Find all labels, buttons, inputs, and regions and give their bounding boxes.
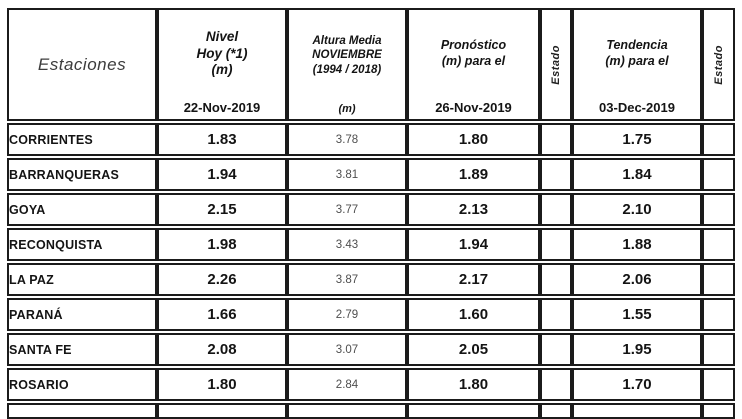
tendencia-value: 1.88 [572,228,702,261]
estado-tendencia-cell [702,368,735,401]
estado-tendencia-cell [702,158,735,191]
table-row-barranqueras: BARRANQUERAS 1.94 3.81 1.89 1.84 [7,158,735,191]
altura-media-value: 3.87 [287,263,407,296]
altura-header-label: Altura Media NOVIEMBRE (1994 / 2018) [312,34,382,76]
altura-media-value: 2.79 [287,298,407,331]
table-row-goya: GOYA 2.15 3.77 2.13 2.10 [7,193,735,226]
table-row-parana: PARANÁ 1.66 2.79 1.60 1.55 [7,298,735,331]
estado-tendencia-cell [702,228,735,261]
pronostico-value: 1.80 [407,123,540,156]
table-row-rosario: ROSARIO 1.80 2.84 1.80 1.70 [7,368,735,401]
pronostico-header-date: 26-Nov-2019 [435,100,512,115]
estado-pronostico-cell [540,193,572,226]
nivel-value: 1.94 [157,158,287,191]
pronostico-value: 1.60 [407,298,540,331]
station-name: RECONQUISTA [7,228,157,261]
station-name: SANTA FE [7,333,157,366]
table-row-santa-fe: SANTA FE 2.08 3.07 2.05 1.95 [7,333,735,366]
column-header-tendencia: Tendencia (m) para el 03-Dec-2019 [572,8,702,121]
estado-tendencia-cell [702,193,735,226]
station-name: CORRIENTES [7,123,157,156]
column-header-nivel-hoy: Nivel Hoy (*1) (m) 22-Nov-2019 [157,8,287,121]
pronostico-header-label: Pronóstico (m) para el [440,38,507,68]
column-header-altura-media: Altura Media NOVIEMBRE (1994 / 2018) (m) [287,8,407,121]
estado-tendencia-cell [702,298,735,331]
altura-header-unit: (m) [338,103,356,115]
estado-header-label: Estado [550,44,562,85]
estado-pronostico-cell [540,158,572,191]
station-name: PARANÁ [7,298,157,331]
nivel-value: 1.80 [157,368,287,401]
altura-media-value: 2.84 [287,368,407,401]
altura-media-value: 3.43 [287,228,407,261]
pronostico-value: 2.05 [407,333,540,366]
estado-pronostico-cell [540,368,572,401]
estado-pronostico-cell [540,263,572,296]
estado-pronostico-cell [540,298,572,331]
header-row: Estaciones Nivel Hoy (*1) (m) 22-Nov-201… [7,8,735,121]
tendencia-header-date: 03-Dec-2019 [599,100,675,115]
nivel-header-label: Nivel Hoy (*1) (m) [196,28,248,78]
estado-pronostico-cell [540,123,572,156]
station-name: LA PAZ [7,263,157,296]
column-header-estado-pronostico: Estado [540,8,572,121]
table-row-la-paz: LA PAZ 2.26 3.87 2.17 2.06 [7,263,735,296]
estado-tendencia-cell [702,333,735,366]
river-levels-table: Estaciones Nivel Hoy (*1) (m) 22-Nov-201… [7,6,735,419]
tendencia-value: 1.95 [572,333,702,366]
tendencia-value: 2.10 [572,193,702,226]
pronostico-value: 2.13 [407,193,540,226]
table-row-reconquista: RECONQUISTA 1.98 3.43 1.94 1.88 [7,228,735,261]
nivel-value: 1.66 [157,298,287,331]
tendencia-value: 1.70 [572,368,702,401]
pronostico-value: 1.89 [407,158,540,191]
tendencia-value: 2.06 [572,263,702,296]
estado-tendencia-cell [702,123,735,156]
estado-tendencia-cell [702,263,735,296]
nivel-value: 2.08 [157,333,287,366]
column-header-pronostico: Pronóstico (m) para el 26-Nov-2019 [407,8,540,121]
column-header-estaciones: Estaciones [7,8,157,121]
table-row-corrientes: CORRIENTES 1.83 3.78 1.80 1.75 [7,123,735,156]
estado-pronostico-cell [540,228,572,261]
pronostico-value: 2.17 [407,263,540,296]
altura-media-value: 3.78 [287,123,407,156]
nivel-value: 2.15 [157,193,287,226]
pronostico-value: 1.94 [407,228,540,261]
station-name: BARRANQUERAS [7,158,157,191]
station-name: GOYA [7,193,157,226]
nivel-header-date: 22-Nov-2019 [183,100,261,115]
altura-media-value: 3.07 [287,333,407,366]
station-name: ROSARIO [7,368,157,401]
tendencia-value: 1.75 [572,123,702,156]
partial-row [7,403,735,419]
column-header-estado-tendencia: Estado [702,8,735,121]
pronostico-value: 1.80 [407,368,540,401]
altura-media-value: 3.77 [287,193,407,226]
nivel-value: 2.26 [157,263,287,296]
estado-header-label: Estado [712,44,725,85]
estaciones-header-label: Estaciones [37,54,127,74]
tendencia-value: 1.84 [572,158,702,191]
tendencia-value: 1.55 [572,298,702,331]
nivel-value: 1.83 [157,123,287,156]
nivel-value: 1.98 [157,228,287,261]
altura-media-value: 3.81 [287,158,407,191]
tendencia-header-label: Tendencia (m) para el [605,38,669,68]
estado-pronostico-cell [540,333,572,366]
